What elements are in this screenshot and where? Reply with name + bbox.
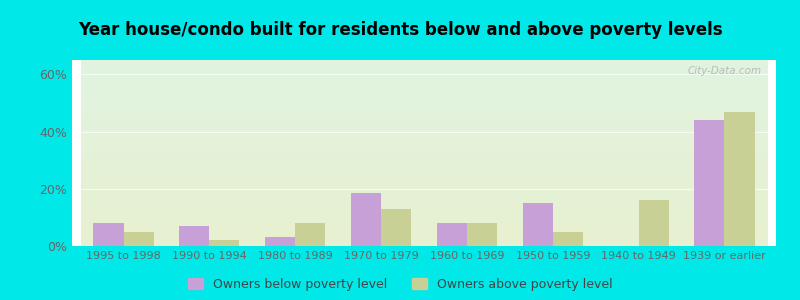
Bar <box>265 237 295 246</box>
Bar <box>467 223 497 246</box>
Legend: Owners below poverty level, Owners above poverty level: Owners below poverty level, Owners above… <box>187 278 613 291</box>
Bar <box>694 120 725 246</box>
Bar <box>179 226 210 246</box>
Text: City-Data.com: City-Data.com <box>688 66 762 76</box>
Text: Year house/condo built for residents below and above poverty levels: Year house/condo built for residents bel… <box>78 21 722 39</box>
Bar <box>522 203 553 246</box>
Bar <box>638 200 669 246</box>
Bar <box>94 223 123 246</box>
Bar <box>210 240 239 246</box>
Bar <box>381 209 411 246</box>
Bar <box>295 223 326 246</box>
Bar <box>725 112 754 246</box>
Bar <box>123 232 154 246</box>
Bar <box>437 223 467 246</box>
Bar <box>553 232 583 246</box>
Bar <box>351 193 381 246</box>
